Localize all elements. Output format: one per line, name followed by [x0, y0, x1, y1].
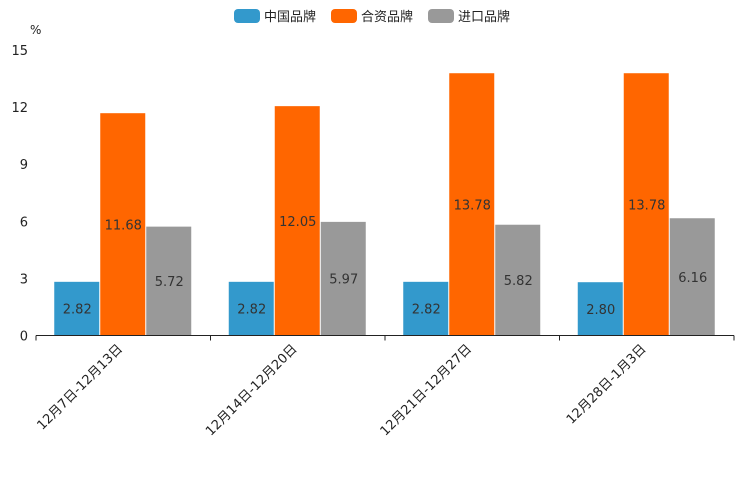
bar: [577, 282, 623, 336]
y-tick-label: 6: [20, 215, 28, 230]
bar: [669, 218, 715, 336]
legend-swatch: [428, 9, 454, 23]
bar-value-label: 5.82: [504, 274, 533, 289]
bar-value-label: 2.82: [237, 303, 266, 318]
bar-value-label: 2.82: [412, 303, 441, 318]
legend: 中国品牌 合资品牌 进口品牌: [234, 9, 510, 25]
legend-label: 中国品牌: [264, 9, 316, 25]
bar: [146, 226, 192, 336]
bar-value-label: 13.78: [454, 198, 491, 213]
x-axis: 12月7日-12月13日 12月14日-12月20日 12月21日-12月27日 12…: [34, 335, 735, 439]
y-tick-label: 0: [20, 330, 28, 345]
x-category-label: 12月14日-12月20日: [203, 342, 300, 439]
bar-value-label: 5.97: [329, 273, 358, 288]
x-category-label: 12月28日-1月3日: [564, 342, 650, 428]
bar-value-label: 11.68: [105, 218, 142, 233]
y-tick-label: 3: [20, 272, 28, 287]
bar: [274, 106, 320, 336]
bar: [228, 281, 274, 336]
legend-swatch: [234, 9, 260, 23]
y-tick-label: 9: [20, 158, 28, 173]
bar-value-label: 2.80: [586, 303, 615, 318]
bar: [403, 281, 449, 336]
bar: [623, 73, 669, 336]
bars-group: 2.82 2.82 2.82 2.80 11.68 12.05 13.78 13.78 5.72…: [54, 73, 715, 336]
y-axis-unit-label: %: [30, 23, 41, 37]
legend-swatch: [331, 9, 357, 23]
bar: [449, 73, 495, 336]
legend-label: 进口品牌: [458, 9, 510, 25]
legend-label: 合资品牌: [361, 9, 413, 25]
x-category-label: 12月21日-12月27日: [378, 342, 475, 439]
bar-value-label: 13.78: [628, 198, 665, 213]
bar-value-label: 12.05: [279, 215, 316, 230]
bar-value-label: 5.72: [155, 275, 184, 290]
y-tick-label: 15: [11, 44, 28, 59]
bar: [54, 281, 100, 336]
y-axis: 0 3 6 9 12 15: [11, 44, 28, 345]
y-tick-label: 12: [11, 101, 28, 116]
bar-value-label: 2.82: [63, 303, 92, 318]
bar: [495, 224, 541, 336]
x-category-label: 12月7日-12月13日: [34, 342, 126, 434]
bar: [100, 113, 146, 336]
bar: [320, 221, 366, 336]
bar-value-label: 6.16: [678, 271, 707, 286]
